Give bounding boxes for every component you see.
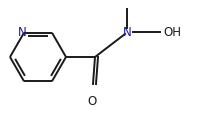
Text: O: O xyxy=(87,95,96,108)
Text: OH: OH xyxy=(162,26,180,39)
Text: N: N xyxy=(18,26,26,39)
Text: N: N xyxy=(122,26,131,39)
